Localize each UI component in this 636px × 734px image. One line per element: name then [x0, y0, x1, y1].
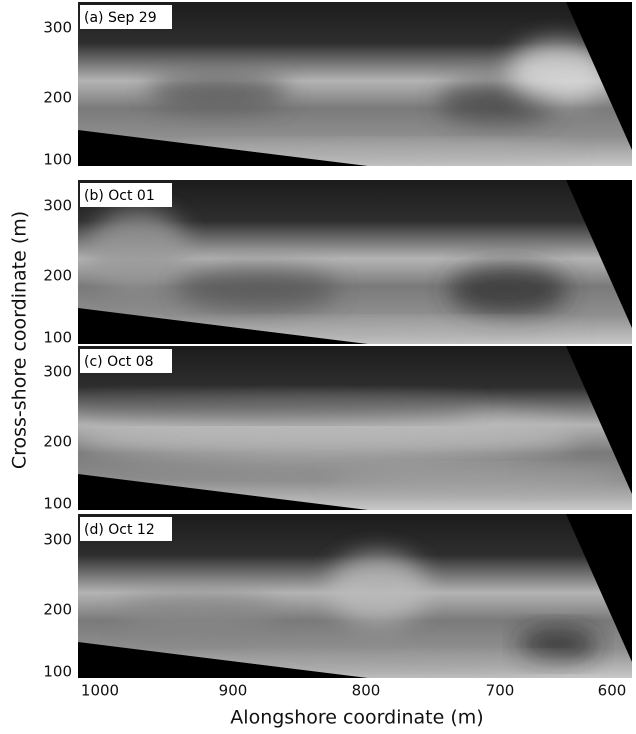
image-panel: (a) Sep 29	[78, 2, 632, 166]
panel-label: (b) Oct 01	[84, 188, 155, 204]
y-axis-label: Cross-shore coordinate (m)	[9, 211, 31, 469]
y-tick-label: 100	[43, 151, 72, 169]
panel-label-box	[80, 517, 172, 541]
x-axis-label: Alongshore coordinate (m)	[230, 707, 483, 729]
y-tick-label: 200	[43, 89, 72, 107]
x-tick-label: 700	[486, 682, 515, 700]
image-panel: (b) Oct 01	[78, 180, 632, 344]
image-texture	[148, 74, 288, 110]
image-texture	[448, 265, 568, 315]
image-texture	[78, 411, 578, 461]
panel-label-box	[80, 5, 172, 29]
y-tick-label: 300	[43, 531, 72, 549]
image-texture	[178, 270, 338, 310]
image-panel: (d) Oct 12	[78, 514, 632, 678]
y-tick-label: 200	[43, 433, 72, 451]
y-tick-label: 300	[43, 19, 72, 37]
panel-label: (a) Sep 29	[84, 10, 157, 26]
rectified-image	[78, 180, 632, 344]
x-tick-label: 1000	[81, 682, 119, 700]
image-texture	[518, 629, 598, 659]
rectified-image	[78, 346, 632, 510]
y-tick-label: 300	[43, 363, 72, 381]
panel-label: (c) Oct 08	[84, 354, 154, 370]
rectified-image	[78, 2, 632, 166]
y-tick-label: 200	[43, 601, 72, 619]
x-tick-label: 600	[598, 682, 627, 700]
x-tick-label: 900	[219, 682, 248, 700]
image-texture	[508, 42, 608, 102]
panel-label: (d) Oct 12	[84, 522, 155, 538]
y-tick-label: 100	[43, 663, 72, 681]
image-texture	[328, 471, 628, 491]
panel-label-box	[80, 349, 172, 373]
y-tick-label: 100	[43, 495, 72, 513]
image-panel: (c) Oct 08	[78, 346, 632, 510]
y-tick-label: 300	[43, 197, 72, 215]
x-tick-label: 800	[352, 682, 381, 700]
image-texture	[88, 210, 188, 290]
panel-label-box	[80, 183, 172, 207]
y-tick-label: 100	[43, 329, 72, 347]
image-texture	[118, 594, 278, 634]
y-tick-label: 200	[43, 267, 72, 285]
image-texture	[78, 396, 478, 416]
image-texture	[328, 554, 428, 624]
